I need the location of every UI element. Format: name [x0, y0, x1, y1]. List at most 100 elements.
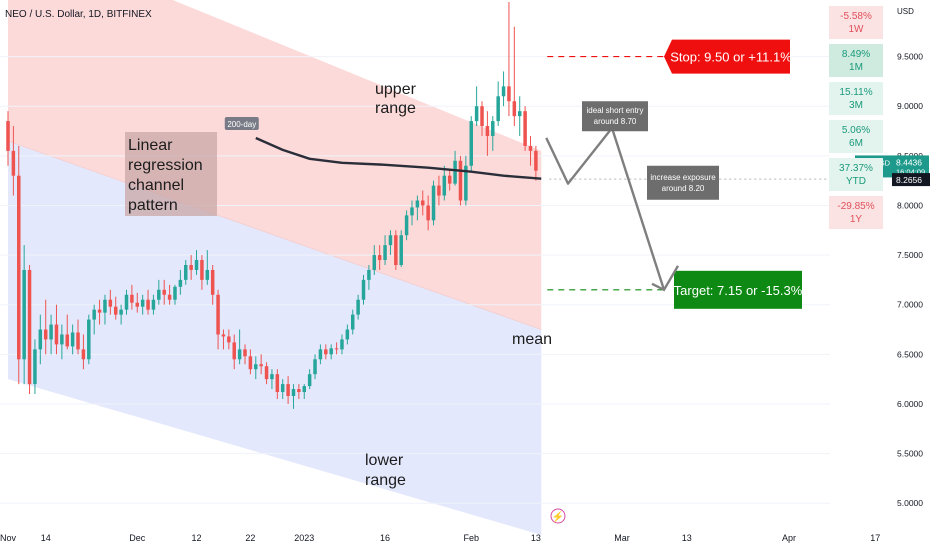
candle-body: [259, 364, 263, 367]
stop-box: [664, 39, 790, 74]
performance-period: 6M: [849, 138, 863, 149]
candle-body: [464, 165, 468, 201]
pattern-label: Linear regression channel pattern: [128, 137, 203, 214]
candle-body: [237, 349, 242, 360]
performance-period: 1W: [848, 24, 864, 35]
candle-body: [113, 306, 118, 315]
last-price-time: 16:04:09: [896, 167, 925, 176]
candle-body: [442, 175, 447, 196]
candle-body: [173, 286, 177, 300]
x-tick-label: Dec: [129, 533, 146, 543]
candle-body: [270, 374, 274, 380]
candle-body: [324, 349, 328, 355]
performance-period: 1Y: [849, 214, 863, 225]
last-price-label: 8.4436: [896, 157, 922, 167]
candle-body: [291, 389, 296, 397]
y-tick-label: 9.0000: [897, 101, 923, 111]
x-tick-label: 16: [380, 533, 390, 543]
candle-body: [517, 111, 522, 117]
performance-value: 5.06%: [841, 125, 871, 136]
candle-body: [254, 364, 258, 370]
level-price-tag: [892, 173, 930, 187]
annotations: Stop: 9.50 or +11.1% Target: 7.15 or -15.…: [125, 39, 803, 524]
candle-body: [38, 329, 43, 350]
candle-body: [194, 260, 199, 270]
ma-200-label-box: [224, 116, 259, 130]
candle-body: [534, 150, 538, 171]
performance-value: -5.58%: [840, 11, 872, 22]
performance-cell[interactable]: 37.37% YTD: [829, 158, 883, 191]
candle-body: [22, 269, 26, 360]
lower-range-band: [8, 140, 542, 535]
performance-cell[interactable]: 15.11% 3M: [829, 82, 883, 115]
lower-range-label: lower range: [365, 452, 406, 489]
candle-body: [345, 329, 350, 340]
x-tick-label: Apr: [782, 533, 796, 543]
upper-range-label: upper range: [375, 81, 417, 117]
symbol-header: NEO / U.S. Dollar, 1D, BITFINEX: [5, 9, 152, 20]
level-price-label: 8.2656: [896, 175, 922, 185]
x-tick-label: 12: [192, 533, 202, 543]
candle-body: [216, 294, 220, 335]
x-tick-label: 13: [682, 533, 692, 543]
candle-body: [447, 175, 452, 184]
candle-body: [372, 255, 377, 270]
performance-cell[interactable]: -5.58% 1W: [829, 6, 883, 39]
x-tick-label: Nov: [0, 533, 16, 543]
performance-value: 8.49%: [841, 49, 871, 60]
x-tick-label: 13: [531, 533, 541, 543]
candle-body: [135, 302, 140, 307]
candle-body: [394, 235, 398, 265]
candle-body: [480, 106, 484, 127]
candle-body: [496, 96, 500, 122]
candle-body: [528, 145, 533, 151]
moving-average: 200-day: [224, 116, 542, 180]
candle-body: [70, 332, 75, 347]
candle-body: [350, 314, 355, 330]
target-box: [674, 270, 802, 309]
candle-body: [184, 265, 188, 280]
candle-body: [474, 106, 479, 122]
candle-body: [76, 332, 80, 350]
candle-body: [205, 269, 210, 280]
candle-body: [501, 86, 506, 97]
candle-body: [485, 126, 490, 136]
candle-body: [280, 384, 285, 393]
x-tick-label: 2023: [294, 533, 314, 543]
candle-body: [491, 121, 495, 136]
candle-body: [361, 279, 366, 300]
candle-body: [426, 205, 430, 221]
performance-period: 1M: [849, 62, 863, 73]
performance-cell[interactable]: 5.06% 6M: [829, 120, 883, 153]
candle-body: [227, 336, 231, 343]
candle-body: [210, 269, 215, 295]
candle-body: [318, 349, 323, 360]
candle-body: [11, 150, 16, 176]
lightning-glyph: ⚡: [552, 510, 564, 523]
y-tick-label: 6.5000: [897, 349, 923, 359]
candle-body: [275, 374, 280, 393]
performance-value: -29.85%: [837, 201, 875, 212]
candle-body: [512, 101, 517, 117]
candle-body: [162, 289, 166, 295]
y-tick-label: 7.0000: [897, 300, 923, 310]
ma-200-line: [255, 136, 542, 180]
candle-body: [383, 245, 387, 261]
projection-arrowhead: [651, 265, 680, 292]
performance-cell[interactable]: 8.49% 1M: [829, 44, 883, 77]
candle-body: [221, 334, 226, 337]
candle-body: [200, 260, 204, 280]
candle-body: [302, 386, 307, 393]
y-tick-label: 7.5000: [897, 250, 923, 260]
candle-body: [523, 111, 527, 146]
candle-body: [43, 329, 48, 340]
x-tick-label: 17: [870, 533, 880, 543]
performance-period: YTD: [846, 176, 866, 187]
candle-body: [431, 185, 436, 221]
increase-exposure-note: increase exposure around 8.20: [650, 173, 716, 193]
x-tick-label: 22: [245, 533, 255, 543]
candle-body: [458, 160, 463, 201]
performance-cell[interactable]: -29.85% 1Y: [829, 196, 883, 229]
candle-body: [6, 121, 10, 151]
